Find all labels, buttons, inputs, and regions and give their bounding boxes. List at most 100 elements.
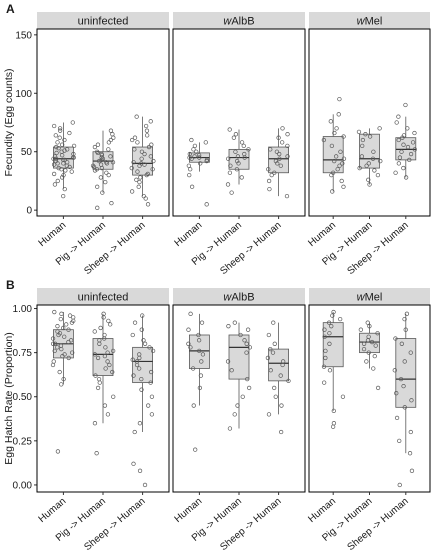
data-point — [139, 376, 144, 382]
data-point — [279, 403, 284, 408]
data-point — [364, 163, 369, 168]
data-point — [187, 151, 192, 157]
data-point — [146, 403, 151, 408]
data-point — [106, 172, 111, 178]
data-point — [99, 151, 104, 157]
y-tick-label: 0.50 — [13, 392, 33, 403]
data-point — [267, 186, 272, 192]
data-point — [102, 354, 108, 359]
facet-plot-frame — [308, 28, 431, 217]
data-point — [108, 137, 114, 143]
data-point — [95, 385, 101, 391]
data-point — [366, 334, 371, 339]
data-point — [110, 369, 115, 375]
data-point — [226, 156, 231, 161]
data-point — [330, 189, 335, 194]
data-point — [102, 403, 108, 408]
data-point — [334, 154, 339, 159]
data-point — [110, 160, 116, 165]
data-point — [332, 130, 337, 136]
data-point — [52, 123, 57, 129]
data-point — [150, 167, 155, 172]
data-point — [402, 316, 407, 322]
data-point — [227, 426, 233, 431]
data-point — [403, 327, 408, 332]
data-point — [143, 123, 149, 129]
data-point — [110, 132, 115, 137]
data-point — [404, 311, 410, 316]
data-point — [111, 394, 116, 399]
data-point — [186, 341, 191, 346]
data-point — [53, 158, 59, 164]
data-point — [188, 345, 193, 350]
data-point — [375, 385, 381, 391]
data-point — [199, 359, 204, 364]
data-point — [94, 167, 100, 172]
data-point — [91, 164, 97, 170]
data-point — [105, 412, 111, 417]
data-point — [52, 182, 58, 187]
data-point — [142, 151, 147, 157]
data-point — [61, 325, 66, 331]
data-point — [203, 140, 208, 145]
data-point — [193, 447, 198, 452]
data-point — [247, 345, 253, 350]
data-point — [273, 394, 278, 399]
data-point — [233, 149, 238, 154]
y-tick-label: 0.75 — [13, 348, 33, 359]
data-point — [141, 338, 146, 343]
box — [132, 146, 154, 176]
data-point — [62, 157, 67, 163]
data-point — [393, 170, 398, 175]
data-point — [397, 438, 402, 443]
data-point — [235, 154, 241, 159]
facet-strip-label: wAlbB — [223, 292, 254, 304]
data-point — [66, 355, 71, 361]
data-point — [278, 429, 284, 435]
panel-letter: B — [6, 278, 15, 292]
data-point — [61, 172, 66, 178]
data-point — [234, 158, 240, 164]
data-point — [269, 172, 274, 178]
data-point — [134, 114, 139, 119]
data-point — [408, 151, 414, 157]
data-point — [96, 158, 102, 164]
data-point — [103, 345, 108, 350]
data-point — [134, 177, 139, 182]
data-point — [139, 161, 144, 166]
data-point — [130, 357, 135, 362]
data-point — [137, 366, 142, 371]
data-point — [268, 368, 273, 373]
panel-b: B Egg Hatch Rate (Proportion) 0.00 0.25 0.50… — [3, 278, 431, 550]
data-point — [341, 184, 346, 189]
data-point — [71, 143, 77, 149]
data-point — [393, 336, 398, 341]
data-point — [140, 313, 145, 318]
data-point — [132, 429, 137, 435]
data-point — [138, 175, 143, 180]
data-point — [331, 421, 337, 426]
data-point — [59, 382, 64, 387]
data-point — [364, 359, 369, 364]
data-point — [244, 341, 249, 346]
data-point — [68, 338, 74, 343]
data-point — [365, 320, 370, 325]
data-point — [105, 359, 110, 364]
data-point — [92, 421, 98, 426]
data-point — [398, 376, 404, 382]
data-point — [366, 350, 371, 355]
data-point — [412, 130, 417, 136]
data-point — [51, 359, 56, 364]
data-point — [186, 163, 192, 168]
data-point — [95, 184, 100, 189]
data-point — [232, 412, 237, 417]
data-point — [132, 320, 138, 325]
y-tick-label: 100 — [15, 89, 32, 100]
data-point — [332, 158, 337, 164]
data-point — [375, 331, 380, 336]
data-point — [61, 376, 66, 382]
data-point — [229, 190, 234, 195]
